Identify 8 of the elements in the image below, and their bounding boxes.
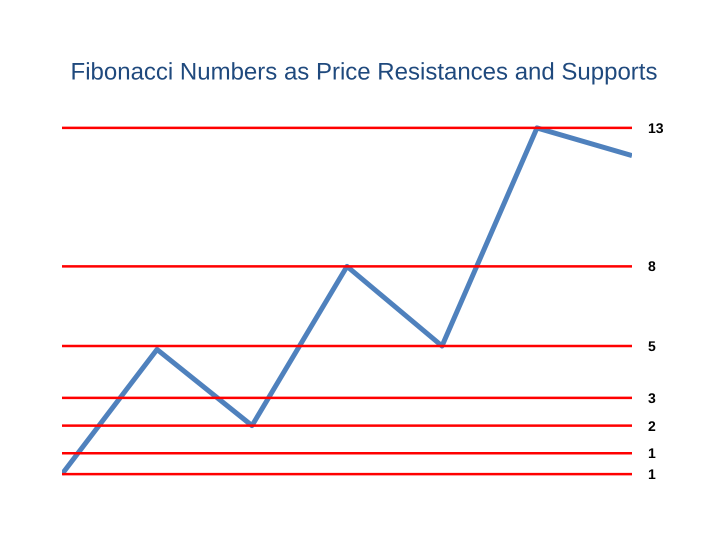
text: 8 xyxy=(648,258,656,274)
text: 1 xyxy=(648,445,656,461)
text: 13 xyxy=(648,120,664,136)
text: 1 xyxy=(648,466,656,482)
chart-title: Fibonacci Numbers as Price Resistances and Supports xyxy=(70,58,658,86)
text: 5 xyxy=(648,338,656,354)
text: 3 xyxy=(648,390,656,406)
text: 2 xyxy=(648,418,656,434)
